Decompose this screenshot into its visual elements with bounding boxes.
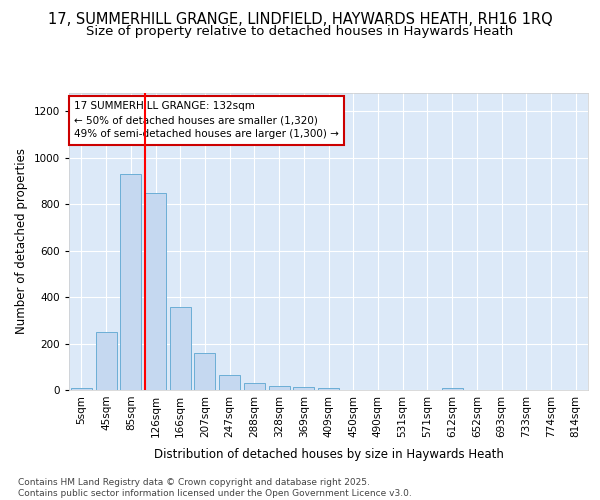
Text: 17, SUMMERHILL GRANGE, LINDFIELD, HAYWARDS HEATH, RH16 1RQ: 17, SUMMERHILL GRANGE, LINDFIELD, HAYWAR… bbox=[47, 12, 553, 28]
Bar bbox=[95, 332, 116, 390]
X-axis label: Distribution of detached houses by size in Haywards Heath: Distribution of detached houses by size … bbox=[154, 448, 503, 461]
Text: 17 SUMMERHILL GRANGE: 132sqm
← 50% of detached houses are smaller (1,320)
49% of: 17 SUMMERHILL GRANGE: 132sqm ← 50% of de… bbox=[74, 102, 339, 140]
Bar bbox=[170, 307, 191, 390]
Bar bbox=[244, 383, 265, 390]
Text: Size of property relative to detached houses in Haywards Heath: Size of property relative to detached ho… bbox=[86, 25, 514, 38]
Bar bbox=[71, 388, 92, 390]
Text: Contains HM Land Registry data © Crown copyright and database right 2025.
Contai: Contains HM Land Registry data © Crown c… bbox=[18, 478, 412, 498]
Bar bbox=[194, 354, 215, 390]
Bar bbox=[318, 388, 339, 390]
Bar bbox=[120, 174, 141, 390]
Bar bbox=[293, 387, 314, 390]
Bar bbox=[145, 193, 166, 390]
Bar bbox=[442, 388, 463, 390]
Y-axis label: Number of detached properties: Number of detached properties bbox=[15, 148, 28, 334]
Bar bbox=[219, 375, 240, 390]
Bar bbox=[269, 386, 290, 390]
